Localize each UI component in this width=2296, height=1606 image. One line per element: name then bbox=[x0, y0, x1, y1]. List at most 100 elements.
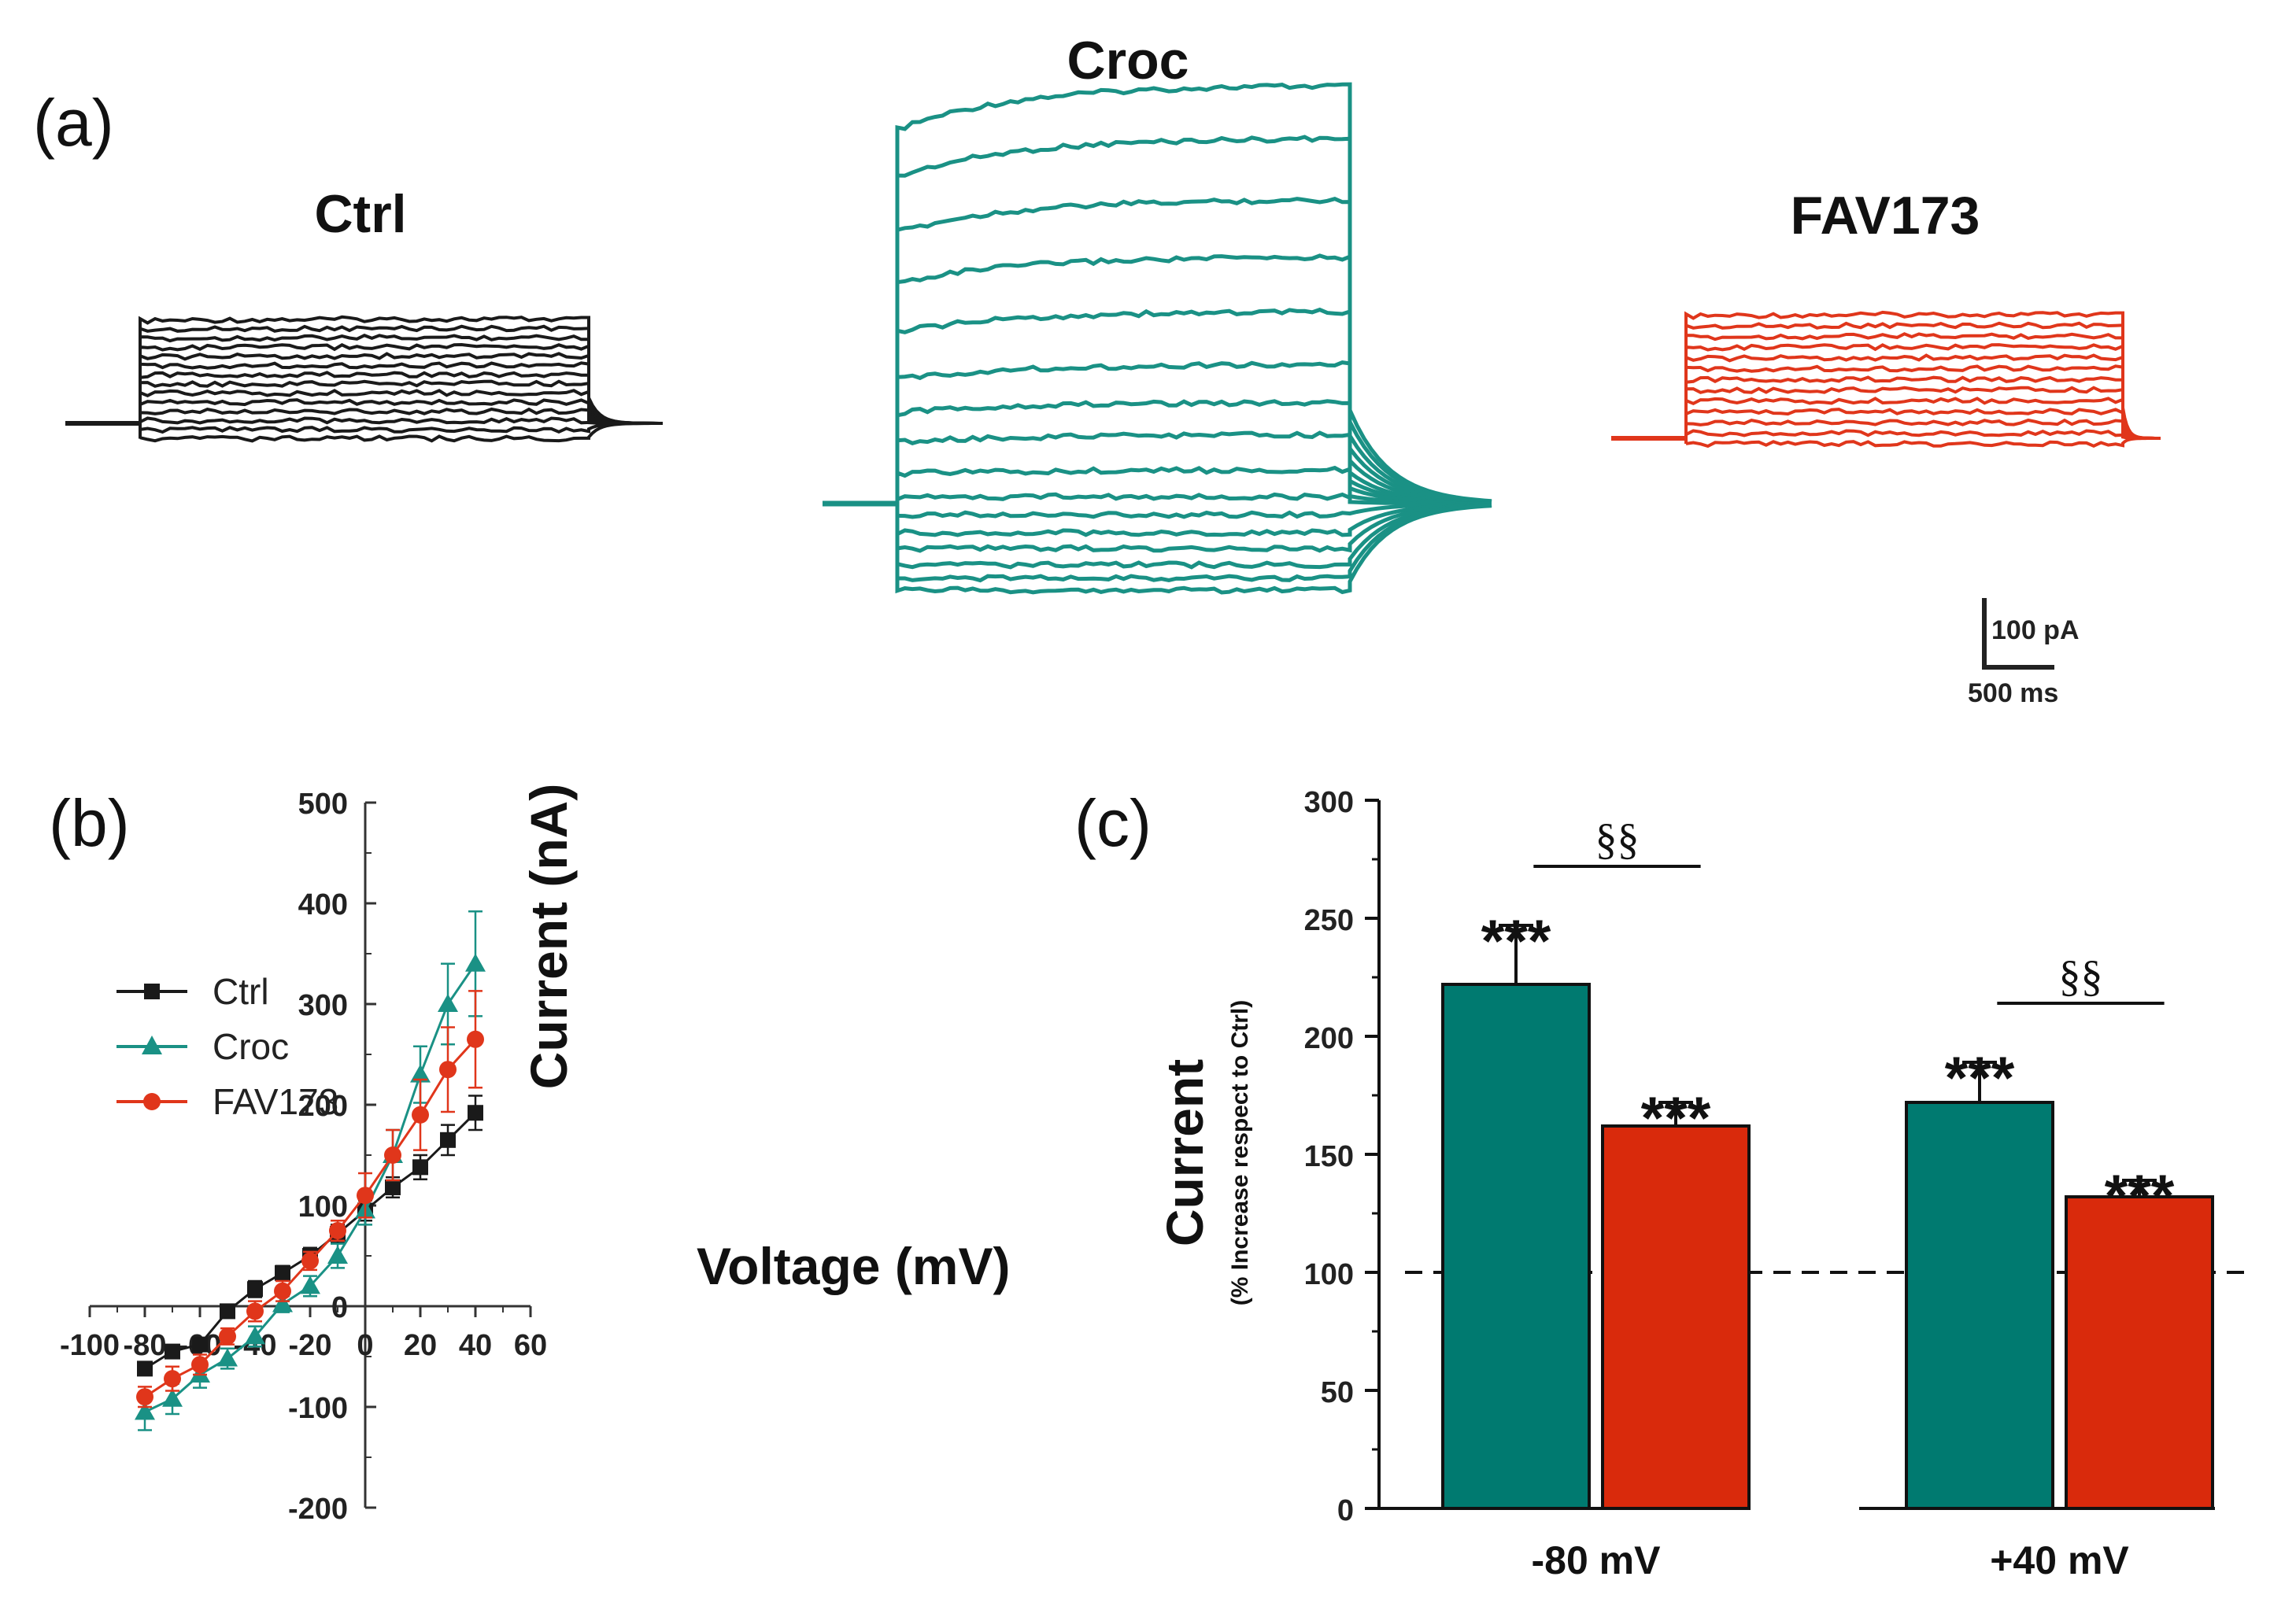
bar-fav173-1 bbox=[2065, 1195, 2214, 1510]
comparison-symbol: §§ bbox=[1595, 815, 1639, 864]
iv-ytick-label: 200 bbox=[298, 1090, 348, 1123]
iv-point-croc bbox=[245, 1326, 265, 1345]
iv-ytick-label: -200 bbox=[288, 1493, 348, 1526]
significance-stars: *** bbox=[2105, 1163, 2175, 1230]
iv-xtick-label: 40 bbox=[459, 1329, 492, 1362]
iv-point-croc bbox=[272, 1294, 293, 1312]
bar-series bbox=[1441, 924, 2214, 1510]
legend-item-croc: Croc bbox=[116, 1026, 289, 1067]
bar-ytick-label: 200 bbox=[1304, 1022, 1354, 1055]
iv-ytick-label: 100 bbox=[298, 1191, 348, 1224]
significance-stars: *** bbox=[1481, 908, 1551, 975]
bar-ytick-label: 0 bbox=[1337, 1494, 1354, 1527]
iv-point-fav173 bbox=[384, 1146, 401, 1164]
iv-ytick-label: 0 bbox=[331, 1291, 348, 1324]
iv-point-fav173 bbox=[357, 1187, 374, 1205]
iv-axes bbox=[88, 801, 532, 1509]
legend-item-fav173: FAV173 bbox=[116, 1081, 338, 1122]
iv-point-fav173 bbox=[301, 1252, 319, 1270]
iv-point-fav173 bbox=[329, 1222, 346, 1239]
bar-tick-labels: 0 50 100 150 200 250 300 bbox=[1304, 786, 1354, 1527]
legend-item-ctrl: Ctrl bbox=[116, 971, 269, 1012]
iv-point-croc bbox=[465, 953, 486, 972]
trace-sweep bbox=[1684, 375, 2161, 440]
iv-point-fav173 bbox=[439, 1061, 457, 1079]
trace-fav173 bbox=[1611, 310, 2161, 449]
trace-sweep bbox=[895, 135, 1492, 504]
iv-point-fav173 bbox=[219, 1327, 236, 1346]
trace-sweep bbox=[895, 307, 1492, 504]
trace-sweep bbox=[1684, 437, 2161, 449]
scale-bar-time: 500 ms bbox=[1968, 678, 2058, 708]
iv-series bbox=[135, 910, 486, 1431]
scale-bar-current: 100 pA bbox=[1991, 615, 2080, 645]
category-label: +40 mV bbox=[1990, 1538, 2129, 1582]
scale-bar-lines bbox=[1982, 598, 2054, 670]
trace-croc bbox=[823, 82, 1492, 595]
bar-annotations: *** *** §§ *** *** §§ bbox=[1481, 815, 2175, 1230]
iv-point-croc bbox=[300, 1276, 320, 1294]
iv-point-croc bbox=[410, 1064, 431, 1083]
trace-sweep bbox=[895, 197, 1492, 504]
category-label: -80 mV bbox=[1532, 1538, 1662, 1582]
trace-sweep bbox=[1684, 310, 2161, 440]
trace-sweep bbox=[139, 422, 663, 443]
scale-bar: 100 pA 500 ms bbox=[1968, 598, 2080, 708]
bar-chart: 0 50 100 150 200 250 300 -80 mV +40 mV *** *** §§… bbox=[1155, 786, 2251, 1582]
iv-legend: Ctrl Croc FAV173 bbox=[116, 971, 338, 1122]
legend-marker-fav173 bbox=[143, 1093, 161, 1110]
iv-xtick-label: 60 bbox=[514, 1329, 547, 1362]
iv-point-croc bbox=[217, 1348, 238, 1367]
trace-ctrl bbox=[65, 315, 663, 443]
trace-sweep bbox=[895, 82, 1492, 504]
iv-point-ctrl bbox=[275, 1264, 290, 1281]
trace-sweep bbox=[895, 503, 1492, 570]
iv-xtick-label: 0 bbox=[357, 1329, 373, 1362]
iv-xlabel: Voltage (mV) bbox=[697, 1237, 1010, 1295]
bar-ytick-label: 50 bbox=[1321, 1376, 1354, 1409]
iv-point-ctrl bbox=[385, 1179, 401, 1195]
trace-sweep bbox=[139, 422, 663, 434]
iv-point-fav173 bbox=[246, 1302, 264, 1320]
iv-point-fav173 bbox=[467, 1030, 484, 1048]
iv-point-croc bbox=[135, 1401, 155, 1420]
trace-sweep bbox=[895, 504, 1492, 595]
iv-chart: -100-80-60-40-200204060-200-100010020030… bbox=[60, 784, 1011, 1526]
bar-ylabel: Current bbox=[1155, 1059, 1214, 1246]
bar-ytick-label: 300 bbox=[1304, 786, 1354, 819]
iv-point-ctrl bbox=[220, 1303, 235, 1320]
bar-fav173-0 bbox=[1601, 1124, 1751, 1510]
iv-point-fav173 bbox=[136, 1388, 153, 1406]
iv-point-croc bbox=[327, 1246, 348, 1264]
trace-sweep bbox=[895, 502, 1492, 553]
iv-point-ctrl bbox=[192, 1336, 208, 1353]
trace-sweep bbox=[895, 430, 1492, 505]
bar-croc-1 bbox=[1905, 1101, 2054, 1510]
iv-xtick-label: -20 bbox=[289, 1329, 332, 1362]
significance-stars: *** bbox=[1641, 1085, 1711, 1152]
bar-ytick-label: 250 bbox=[1304, 904, 1354, 937]
iv-point-ctrl bbox=[165, 1343, 180, 1360]
iv-ytick-label: 300 bbox=[298, 989, 348, 1022]
bar-category-labels: -80 mV +40 mV bbox=[1532, 1538, 2130, 1582]
bar-ytick-label: 100 bbox=[1304, 1258, 1354, 1291]
trace-sweep bbox=[139, 315, 663, 425]
trace-title-fav173: FAV173 bbox=[1791, 186, 1980, 246]
panel-c-label: (c) bbox=[1074, 786, 1152, 860]
trace-sweep bbox=[895, 360, 1492, 505]
iv-xtick-label: -100 bbox=[60, 1329, 120, 1362]
bar-ytick-label: 150 bbox=[1304, 1140, 1354, 1173]
trace-sweep bbox=[895, 503, 1492, 583]
significance-stars: *** bbox=[1945, 1045, 2015, 1112]
iv-point-fav173 bbox=[274, 1282, 291, 1300]
legend-marker-croc bbox=[142, 1036, 162, 1054]
trace-sweep bbox=[139, 416, 663, 425]
trace-sweep bbox=[895, 253, 1492, 504]
iv-point-fav173 bbox=[412, 1106, 429, 1124]
iv-tick-labels: -100-80-60-40-200204060-200-100010020030… bbox=[60, 788, 547, 1526]
legend-label-croc: Croc bbox=[213, 1026, 289, 1067]
iv-ytick-label: 500 bbox=[298, 788, 348, 821]
bar-ylabel-sub: (% Increase respect to Ctrl) bbox=[1227, 1000, 1253, 1305]
panel-a-label: (a) bbox=[33, 86, 114, 160]
iv-point-fav173 bbox=[164, 1370, 181, 1388]
